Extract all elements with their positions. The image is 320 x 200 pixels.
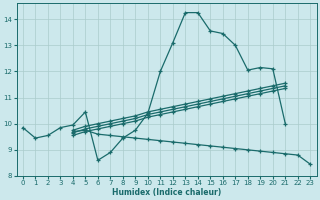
X-axis label: Humidex (Indice chaleur): Humidex (Indice chaleur) — [112, 188, 221, 197]
